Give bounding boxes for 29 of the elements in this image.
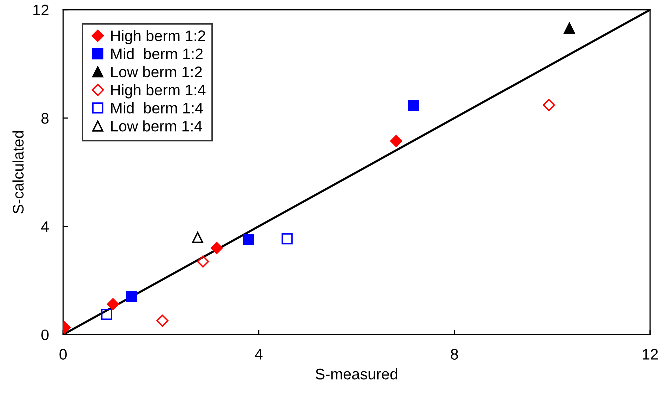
point (282, 233, 293, 245)
legend-label: Mid berm 1:2 (111, 48, 203, 60)
legend-label: Low berm 1:2 (111, 66, 202, 78)
point (197, 256, 210, 268)
point (107, 298, 120, 311)
legend-label: High berm 1:4 (111, 84, 206, 99)
point (210, 242, 224, 254)
x-tick-label: 8 (451, 349, 458, 360)
x-tick-label: 4 (255, 349, 263, 360)
y-tick-label: 12 (34, 4, 49, 16)
y-tick-label: 4 (41, 222, 50, 232)
point (243, 234, 254, 246)
y-axis-title: S-calculated (12, 131, 24, 214)
point (408, 100, 420, 112)
point (390, 135, 403, 148)
x-axis-title: S-measured (316, 368, 398, 380)
y-tick-label: 0 (42, 330, 49, 341)
x-tick-label: 0 (60, 349, 68, 360)
point (156, 314, 169, 328)
x-tick-label: 12 (642, 349, 658, 360)
legend-label: Mid berm 1:4 (111, 102, 204, 114)
point (564, 22, 576, 34)
point (101, 308, 112, 320)
point (126, 291, 138, 302)
point (192, 232, 204, 244)
legend-label: High berm 1:2 (111, 30, 206, 45)
legend-label: Low berm 1:4 (111, 120, 202, 132)
y-tick-label: 8 (42, 113, 49, 124)
point (542, 99, 556, 112)
